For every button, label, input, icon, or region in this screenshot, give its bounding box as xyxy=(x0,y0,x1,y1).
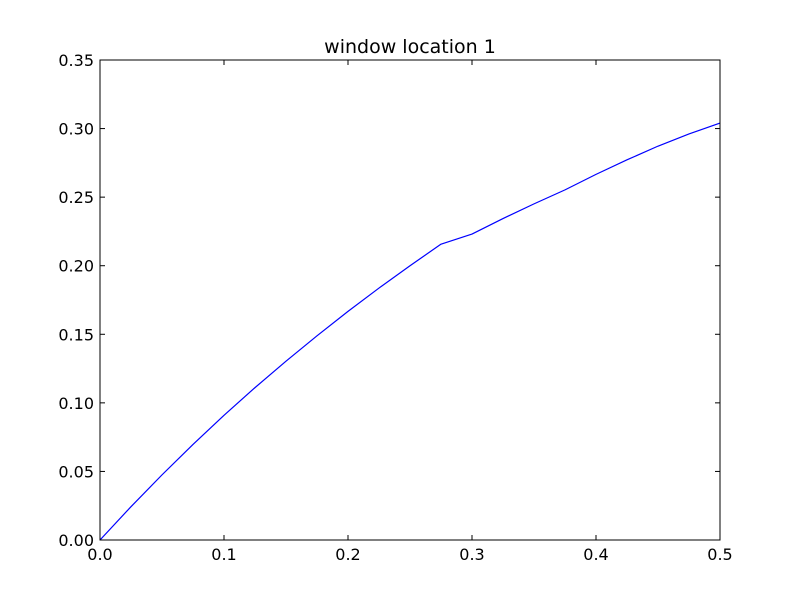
x-tick-label: 0.2 xyxy=(335,545,360,564)
y-tick-label: 0.15 xyxy=(58,325,94,344)
y-tick-label: 0.20 xyxy=(58,257,94,276)
y-tick-label: 0.05 xyxy=(58,462,94,481)
x-tick-label: 0.3 xyxy=(459,545,484,564)
series-line xyxy=(99,122,721,541)
x-tick-label: 0.5 xyxy=(707,545,732,564)
y-tick-label: 0.00 xyxy=(58,531,94,550)
x-tick-label: 0.1 xyxy=(211,545,236,564)
y-tick-label: 0.35 xyxy=(58,51,94,70)
y-tick-label: 0.10 xyxy=(58,394,94,413)
series-layer xyxy=(99,122,721,541)
x-tick-label: 0.4 xyxy=(583,545,608,564)
y-tick-label: 0.25 xyxy=(58,188,94,207)
chart-title: window location 1 xyxy=(324,36,496,58)
x-tick-label: 0.0 xyxy=(87,545,112,564)
ticks-layer: 0.0 0.1 0.2 0.3 0.4 0.5 0.00 0.05 0.10 0.15 0.20 0.… xyxy=(58,51,732,564)
y-tick-label: 0.30 xyxy=(58,120,94,139)
plot-frame xyxy=(99,59,721,541)
